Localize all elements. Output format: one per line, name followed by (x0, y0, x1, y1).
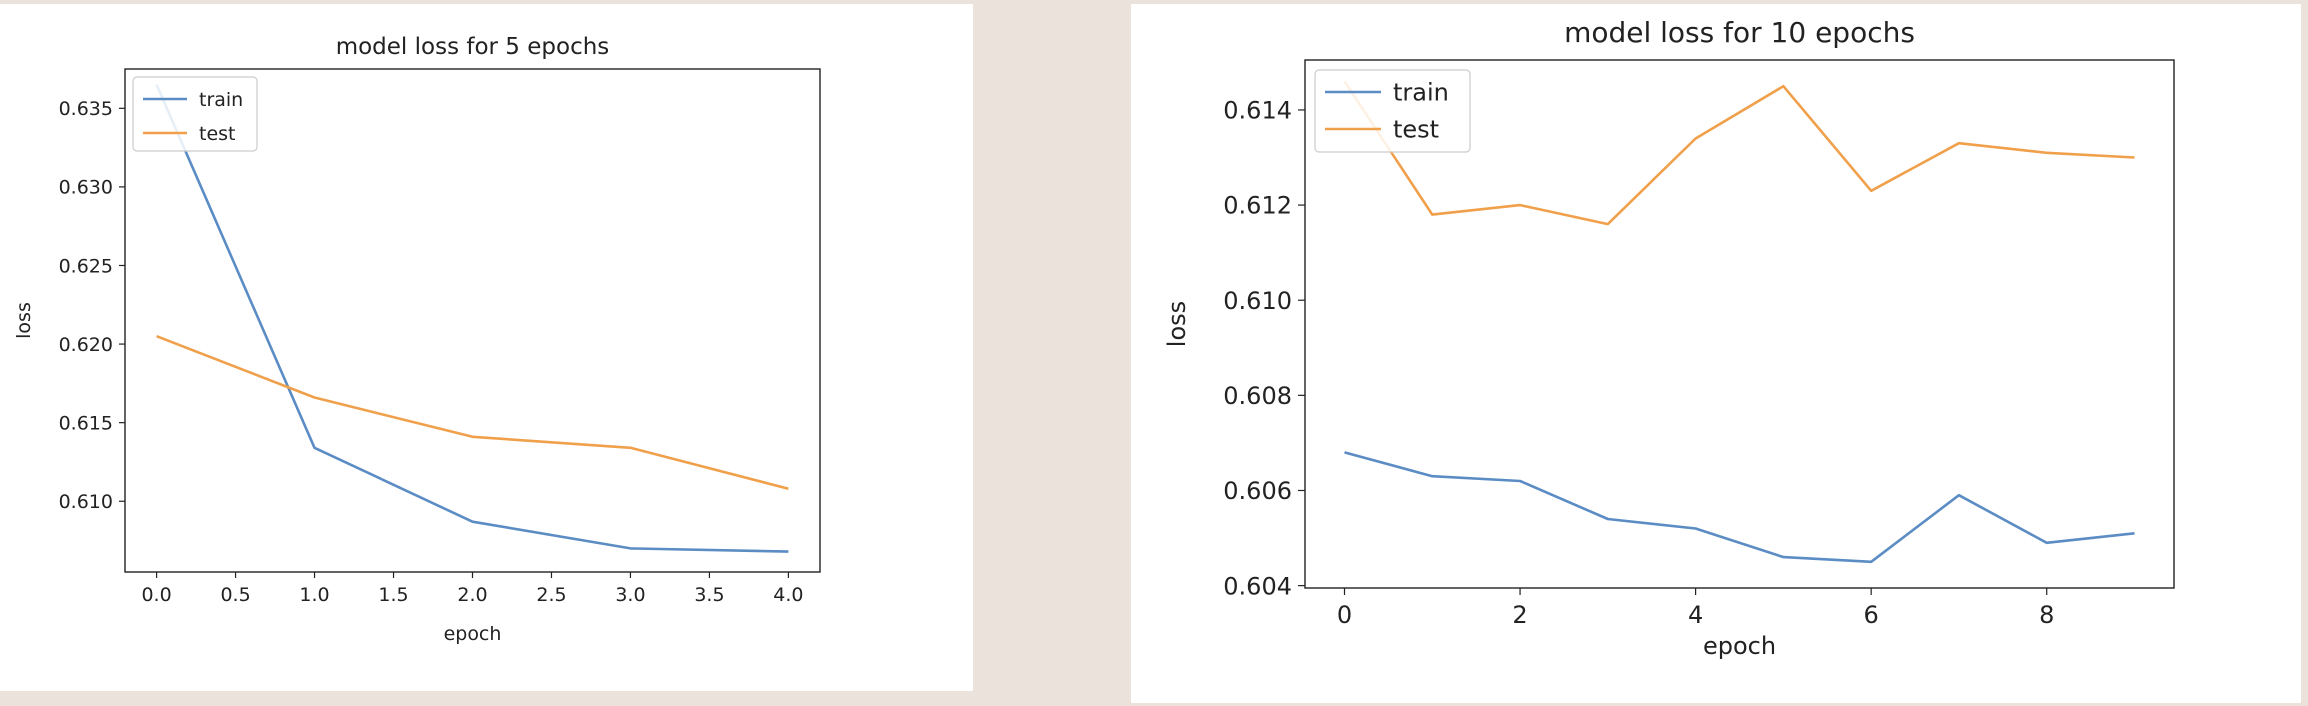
loss-chart-10-epochs: model loss for 10 epochs 0 2 4 6 8 0.604 0.606 0… (1163, 16, 2175, 660)
x-axis-label: epoch (1703, 632, 1776, 660)
x-tick-label: 0.5 (220, 584, 250, 606)
series-line-test (156, 334, 789, 490)
legend: train test (132, 76, 258, 152)
plot-area-frame (1304, 59, 2175, 589)
legend-label-test: test (1393, 116, 1439, 144)
y-axis-label: loss (13, 302, 35, 339)
x-tick-label: 6 (1864, 601, 1879, 629)
x-tick-label: 1.0 (299, 584, 329, 606)
y-tick-label: 0.630 (59, 177, 113, 199)
x-tick-label: 8 (2039, 601, 2054, 629)
x-tick-label: 0.0 (141, 584, 171, 606)
chart-panel-10-epochs: model loss for 10 epochs 0 2 4 6 8 0.604 0.606 0… (1131, 4, 2301, 703)
legend-box (1314, 69, 1471, 153)
chart-panel-5-epochs: model loss for 5 epochs 0.0 0.5 1.0 1.5 2.0 2.… (0, 4, 973, 691)
y-tick-label: 0.608 (1223, 382, 1292, 410)
y-axis-label: loss (1163, 301, 1191, 347)
y-tick-label: 0.610 (59, 491, 113, 513)
x-tick-label: 1.5 (378, 584, 408, 606)
x-tick-label: 4.0 (773, 584, 803, 606)
y-tick-label: 0.615 (59, 413, 113, 435)
legend-label-train: train (1393, 79, 1449, 107)
series-line-train (155, 84, 789, 553)
x-axis-label: epoch (444, 623, 502, 645)
y-tick-label: 0.614 (1223, 97, 1292, 125)
x-tick-label: 2.5 (536, 584, 566, 606)
x-tick-label: 4 (1688, 601, 1703, 629)
x-tick-label: 3.0 (615, 584, 645, 606)
y-tick-label: 0.606 (1223, 477, 1292, 505)
series-line-train (1344, 451, 2135, 564)
series-line-test (1343, 80, 2135, 226)
chart-title: model loss for 10 epochs (1564, 16, 1915, 49)
x-tick-label: 2.0 (457, 584, 487, 606)
y-tick-label: 0.610 (1223, 287, 1292, 315)
legend-label-test: test (199, 123, 236, 145)
y-tick-label: 0.620 (59, 334, 113, 356)
chart-title: model loss for 5 epochs (336, 34, 610, 60)
loss-chart-5-epochs: model loss for 5 epochs 0.0 0.5 1.0 1.5 2.0 2.… (13, 34, 821, 645)
legend: train test (1314, 69, 1471, 153)
y-tick-label: 0.604 (1223, 572, 1292, 600)
x-tick-label: 2 (1512, 601, 1527, 629)
y-tick-label: 0.635 (59, 98, 113, 120)
y-tick-label: 0.612 (1223, 192, 1292, 220)
x-tick-label: 0 (1337, 601, 1352, 629)
y-tick-label: 0.625 (59, 255, 113, 277)
legend-label-train: train (199, 89, 243, 111)
x-tick-label: 3.5 (694, 584, 724, 606)
